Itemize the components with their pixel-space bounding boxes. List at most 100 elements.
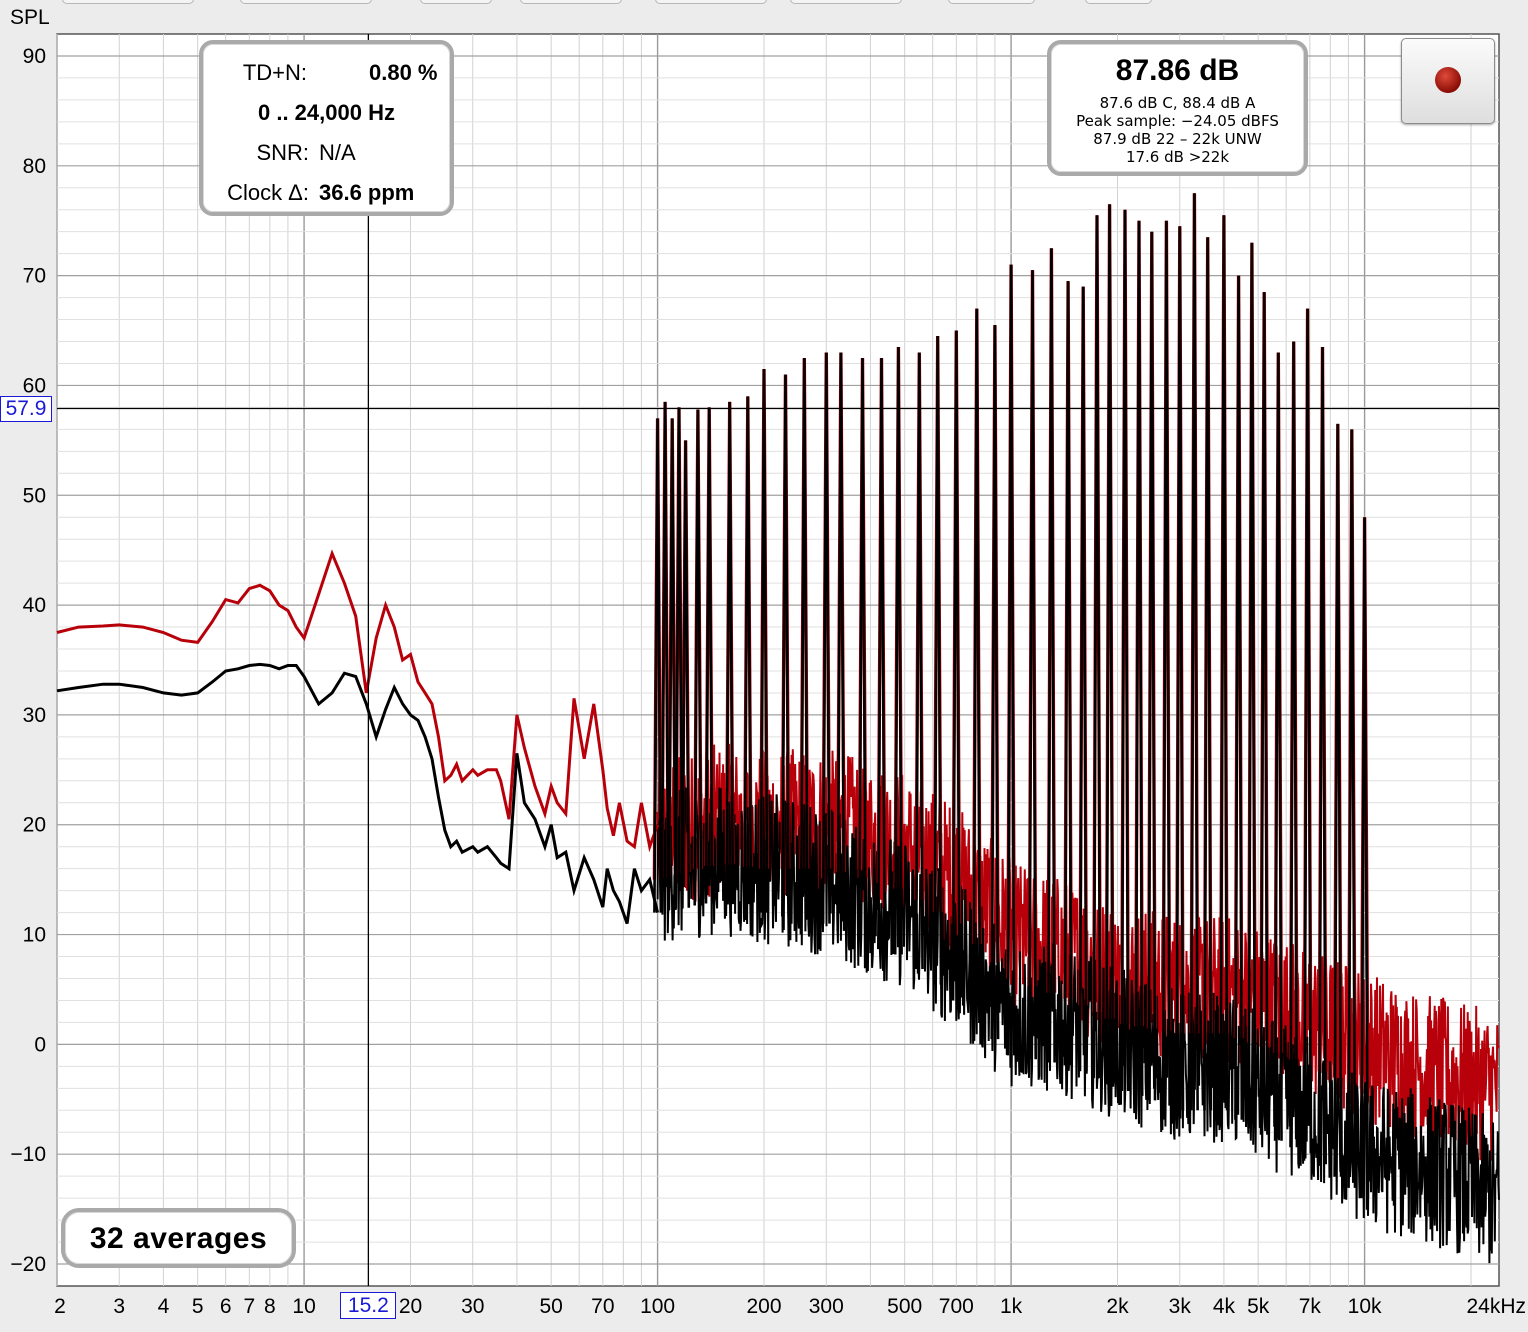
harmonic-peak-black: [781, 374, 790, 917]
harmonic-peak-black: [821, 352, 831, 924]
harmonic-peak-black: [674, 407, 684, 909]
x-tick-label: 10: [292, 1295, 315, 1318]
harmonic-peak-black: [1203, 237, 1213, 1111]
y-tick-label: −10: [10, 1143, 46, 1166]
clock-label: Clock Δ:: [227, 180, 309, 205]
x-tick-label: 1k: [1000, 1295, 1023, 1318]
harmonic-peak-black: [667, 418, 677, 911]
harmonic-peak-black: [1120, 209, 1130, 1092]
harmonic-peak-black: [1333, 423, 1343, 1177]
harmonic-peak-black: [933, 335, 943, 985]
frequency-range: 0 .. 24,000 Hz: [258, 100, 395, 125]
y-tick-label: −20: [10, 1253, 46, 1276]
harmonic-peak-black: [660, 401, 670, 912]
series-red-line: [56, 549, 660, 853]
cursor-x-readout[interactable]: 15.2: [340, 1292, 397, 1319]
x-tick-label: 500: [887, 1295, 922, 1318]
harmonic-peak-black: [1078, 286, 1088, 1072]
harmonic-peak-black: [1303, 308, 1313, 1154]
x-tick-label: 10k: [1348, 1295, 1382, 1318]
harmonic-peak-black: [1259, 292, 1269, 1135]
harmonic-peak-black: [1318, 346, 1327, 1165]
x-tick-label: 300: [809, 1295, 844, 1318]
harmonic-peak-black: [1092, 215, 1102, 1079]
distortion-stats-panel: TD+N: 0.80 % 0 .. 24,000 Hz SNR: N/A Clo…: [199, 40, 454, 216]
harmonic-peak-black: [693, 409, 703, 906]
y-tick-label: 40: [23, 594, 46, 617]
harmonic-peak-black: [1006, 264, 1016, 1056]
snr-value: N/A: [319, 140, 356, 165]
harmonic-peak-black: [893, 346, 903, 955]
x-tick-label: 200: [746, 1295, 781, 1318]
harmonic-peak-black: [743, 396, 753, 909]
y-tick-label: 10: [23, 924, 46, 947]
y-tick-label: 90: [23, 45, 46, 68]
harmonic-peak-black: [725, 401, 735, 905]
series-black-line: [56, 662, 660, 925]
x-tick-label: 4: [158, 1295, 170, 1318]
x-tick-label: 7: [243, 1295, 255, 1318]
tdn-value: 0.80 %: [369, 60, 438, 85]
harmonic-peak-black: [759, 368, 769, 913]
harmonic-peak-black: [1147, 231, 1157, 1101]
y-tick-label: 20: [23, 814, 46, 837]
x-tick-label: 2: [54, 1295, 66, 1318]
harmonic-peak-black: [1289, 341, 1299, 1148]
y-tick-label: 0: [34, 1033, 46, 1056]
harmonic-peak-black: [914, 352, 924, 970]
x-tick-label: 6: [220, 1295, 232, 1318]
x-tick-label: 700: [939, 1295, 974, 1318]
plot-area: [56, 33, 1500, 1287]
snr-label: SNR:: [256, 140, 309, 165]
harmonic-peak-black: [990, 324, 1000, 1040]
harmonic-peak-black: [972, 308, 982, 1022]
level-main-value: 87.86 dB: [1115, 54, 1240, 87]
averages-panel: 32 averages: [61, 1208, 296, 1268]
harmonic-peak-black: [1247, 242, 1257, 1129]
harmonic-peak-black: [1028, 270, 1037, 1060]
harmonic-peak-black: [877, 357, 886, 950]
x-tick-label: 30: [461, 1295, 484, 1318]
y-tick-label: 60: [23, 374, 46, 397]
harmonic-peak-black: [858, 357, 867, 942]
x-tick-label: 2k: [1106, 1295, 1129, 1318]
x-tick-label: 24kHz: [1466, 1295, 1526, 1318]
cursor-y-readout[interactable]: 57.9: [0, 395, 52, 422]
record-icon: [1435, 67, 1461, 93]
harmonic-peak-black: [1063, 281, 1073, 1066]
x-tick-label: 70: [591, 1295, 614, 1318]
noise-floor-black: [656, 784, 1500, 1264]
y-tick-label: 70: [23, 265, 46, 288]
harmonic-peak-black: [1105, 204, 1115, 1085]
y-tick-label: 80: [23, 155, 46, 178]
x-tick-label: 100: [640, 1295, 675, 1318]
clock-value: 36.6 ppm: [319, 180, 415, 205]
harmonic-peak-black: [1189, 193, 1199, 1111]
x-tick-label: 5: [192, 1295, 204, 1318]
harmonic-peak-black: [799, 357, 809, 920]
harmonic-peak-black: [1347, 429, 1357, 1188]
level-peak-sample: Peak sample: −24.05 dBFS: [1076, 112, 1279, 130]
tdn-label: TD+N:: [242, 60, 307, 85]
harmonic-peak-black: [951, 330, 961, 1001]
harmonic-peak-black: [1360, 517, 1370, 1199]
averages-count: 32 averages: [89, 1222, 268, 1255]
harmonic-peak-black: [836, 352, 846, 931]
harmonic-peak-black: [1219, 215, 1229, 1111]
record-button[interactable]: [1401, 38, 1495, 124]
level-above-22k: 17.6 dB >22k: [1125, 148, 1230, 166]
x-tick-label: 50: [539, 1295, 562, 1318]
harmonic-peak-black: [681, 440, 691, 908]
y-axis-title: SPL: [10, 6, 50, 29]
harmonic-peak-black: [1175, 226, 1185, 1111]
level-unweighted: 87.9 dB 22 – 22k UNW: [1093, 130, 1262, 148]
x-tick-label: 3k: [1169, 1295, 1192, 1318]
harmonic-peak-black: [1234, 275, 1244, 1120]
x-tick-label: 3: [113, 1295, 125, 1318]
level-weighted: 87.6 dB C, 88.4 dB A: [1099, 94, 1256, 112]
x-tick-label: 8: [264, 1295, 276, 1318]
harmonic-peak-black: [1134, 220, 1144, 1096]
y-tick-label: 50: [23, 484, 46, 507]
harmonic-peak-black: [1046, 248, 1056, 1063]
